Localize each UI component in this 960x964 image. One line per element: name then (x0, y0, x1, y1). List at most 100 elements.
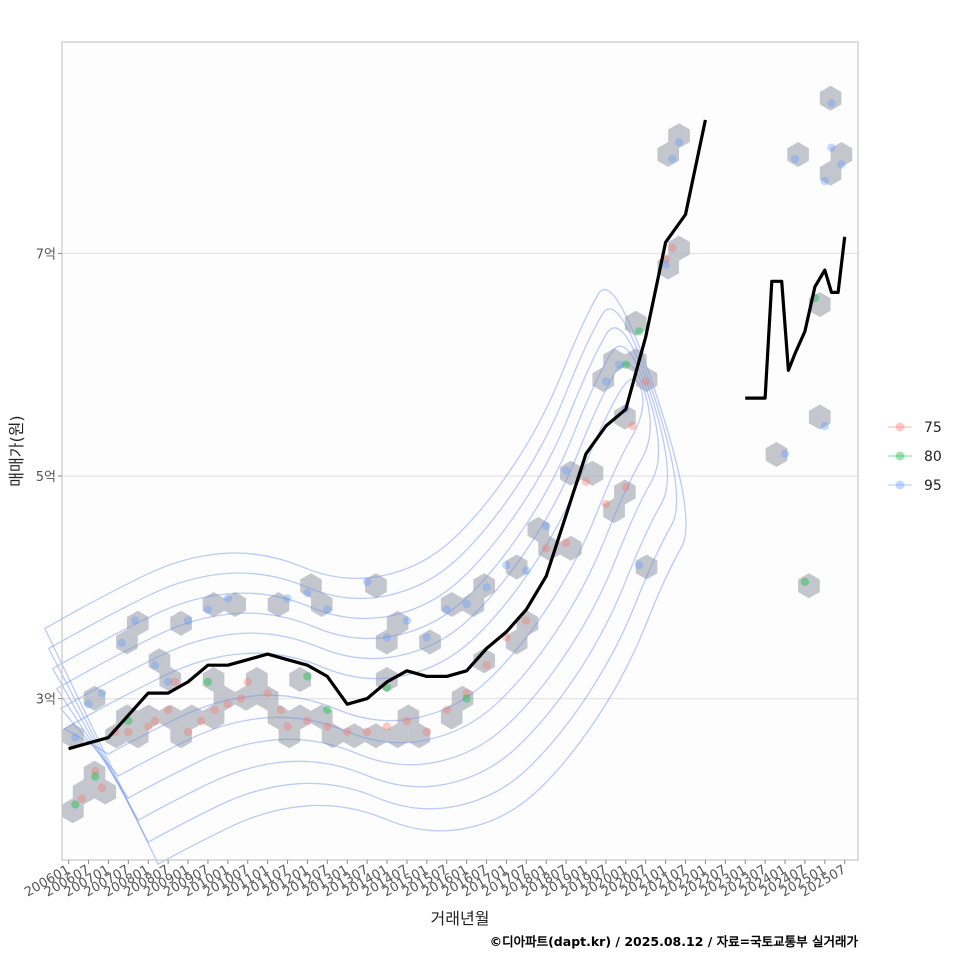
data-point-75 (236, 694, 246, 703)
hexbin-cell (224, 592, 246, 617)
data-point-95 (780, 449, 790, 458)
hexbin-cell (527, 517, 550, 542)
data-point-75 (362, 727, 372, 737)
data-point-75 (462, 688, 471, 698)
density-contour (43, 289, 687, 866)
legend-item-80: 80 (888, 449, 942, 465)
data-point-95 (615, 360, 624, 369)
hexbin-cell (808, 292, 831, 317)
hexbin-cell (127, 610, 149, 636)
data-point-95 (84, 700, 93, 709)
data-point-75 (482, 661, 491, 670)
data-point-95 (482, 583, 491, 592)
hexbin-cell (603, 348, 625, 374)
density-contour (47, 308, 678, 844)
data-point-95 (223, 594, 232, 603)
data-point-75 (170, 677, 179, 687)
hexbin-cell (365, 723, 387, 749)
hexbin-cell (127, 723, 149, 749)
data-point-95 (827, 143, 836, 152)
hexbin-cell (462, 592, 485, 617)
data-point-75 (197, 716, 206, 726)
x-axis-title: 거래년월 (431, 909, 490, 928)
hexbin-cell (451, 685, 474, 711)
density-contour (55, 345, 660, 799)
data-point-75 (422, 727, 431, 737)
hexbin-cell (614, 479, 636, 505)
hexbin-cell (819, 85, 842, 111)
hexbin-cell (137, 704, 160, 730)
hexbin-cell (516, 610, 539, 636)
data-point-95 (820, 176, 829, 186)
hexbin-cell (321, 723, 344, 749)
data-point-95 (183, 616, 193, 625)
data-point-75 (163, 705, 173, 714)
caption: ©디아파트(dapt.kr) / 2025.08.12 / 자료=국토교통부 실… (490, 934, 859, 949)
y-axis-title: 매매가(원) (7, 415, 26, 486)
scatter-points (71, 99, 846, 809)
data-point-75 (283, 722, 292, 731)
data-point-75 (144, 722, 153, 731)
data-point-95 (827, 99, 836, 108)
data-point-95 (362, 577, 372, 586)
hexbin-cell (94, 779, 117, 805)
hexbin-cell (560, 535, 582, 561)
hexbin-cell (819, 160, 842, 186)
data-point-80 (462, 694, 471, 703)
y-tick-label: 5억 (36, 470, 56, 485)
hexbin-cell (343, 723, 366, 749)
data-point-95 (117, 638, 126, 648)
x-axis: 2006012006072007012007072008012008072009… (22, 860, 849, 900)
data-point-75 (641, 377, 650, 386)
data-point-75 (97, 783, 107, 792)
hexbin-cell (386, 723, 409, 749)
data-point-95 (402, 616, 412, 625)
data-point-75 (223, 700, 232, 709)
legend-key-point (895, 480, 905, 490)
data-point-95 (323, 605, 332, 614)
data-point-80 (634, 327, 644, 336)
data-point-95 (203, 605, 213, 614)
hexbin-cell (202, 667, 225, 692)
hexbin-cell (787, 142, 809, 167)
data-point-95 (674, 138, 684, 147)
trend-line (68, 119, 847, 751)
data-point-95 (163, 677, 173, 687)
hexbin-cell (62, 723, 84, 749)
data-point-95 (522, 566, 531, 575)
data-point-75 (442, 705, 451, 714)
data-point-95 (150, 661, 160, 670)
hexbin-cell (365, 573, 387, 599)
data-point-80 (303, 672, 312, 681)
hexbin-cell (235, 685, 257, 711)
data-point-95 (820, 421, 829, 431)
data-point-75 (621, 483, 630, 492)
data-point-75 (303, 716, 312, 726)
data-point-80 (203, 677, 213, 687)
hexbin-cell (808, 404, 831, 430)
y-tick-label: 7억 (36, 247, 56, 262)
data-point-95 (668, 154, 677, 164)
hexbin-cell (635, 367, 658, 392)
data-point-80 (621, 360, 630, 369)
legend-key-point (895, 451, 905, 461)
data-point-95 (283, 594, 292, 603)
hexbin-cell (408, 723, 431, 749)
density-contour (59, 363, 651, 777)
data-point-95 (790, 154, 800, 164)
data-point-80 (71, 800, 80, 809)
y-axis: 3억 5억 7억 (36, 247, 62, 708)
data-point-80 (800, 577, 810, 586)
hexbin-cell (505, 554, 528, 580)
hexbin-cell (614, 404, 636, 430)
density-contour (51, 327, 669, 822)
data-point-75 (561, 538, 571, 547)
data-point-75 (522, 616, 531, 625)
trend-line-segment (745, 236, 847, 400)
hexbin-cell (830, 142, 853, 167)
hexbin-cell (311, 592, 333, 617)
data-point-95 (502, 560, 511, 570)
data-point-95 (71, 733, 80, 742)
hexbin-cell (202, 704, 225, 730)
